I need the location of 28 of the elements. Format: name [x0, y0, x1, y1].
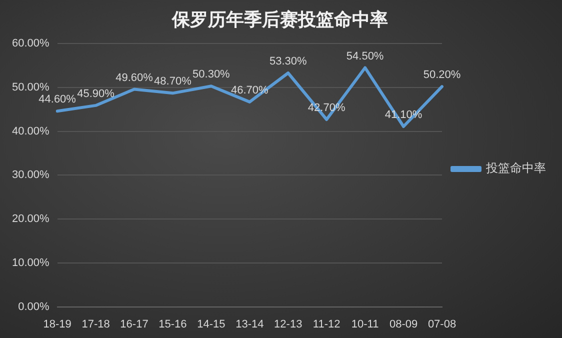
- x-tick-label: 10-11: [351, 318, 379, 330]
- x-tick-label: 08-09: [389, 318, 418, 330]
- x-tick-label: 11-12: [312, 318, 340, 330]
- data-label: 53.30%: [269, 56, 307, 68]
- x-tick-label: 12-13: [274, 318, 302, 330]
- x-tick-label: 13-14: [236, 318, 264, 330]
- data-label: 44.60%: [38, 94, 76, 106]
- legend-label: 投篮命中率: [485, 161, 546, 176]
- y-tick-label: 30.00%: [12, 169, 50, 182]
- x-tick-label: 17-18: [82, 318, 110, 330]
- data-label: 54.50%: [346, 50, 384, 62]
- y-tick-label: 0.00%: [18, 300, 50, 313]
- y-tick-label: 20.00%: [12, 213, 50, 226]
- x-tick-label: 16-17: [120, 318, 148, 330]
- x-tick-label: 14-15: [197, 318, 226, 330]
- y-tick-label: 10.00%: [12, 256, 50, 269]
- data-label: 50.30%: [192, 68, 230, 81]
- x-tick-label: 07-08: [428, 318, 456, 330]
- data-label: 45.90%: [77, 88, 115, 100]
- x-tick-label: 18-19: [43, 318, 72, 330]
- y-tick-label: 50.00%: [12, 82, 50, 94]
- data-label: 49.60%: [116, 72, 154, 84]
- y-tick-label: 60.00%: [12, 38, 50, 50]
- chart-title: 保罗历年季后赛投篮命中率: [171, 9, 388, 30]
- x-tick-label: 15-16: [158, 318, 187, 330]
- y-tick-label: 40.00%: [12, 125, 50, 138]
- data-label: 50.20%: [423, 69, 461, 82]
- data-label: 48.70%: [154, 76, 192, 88]
